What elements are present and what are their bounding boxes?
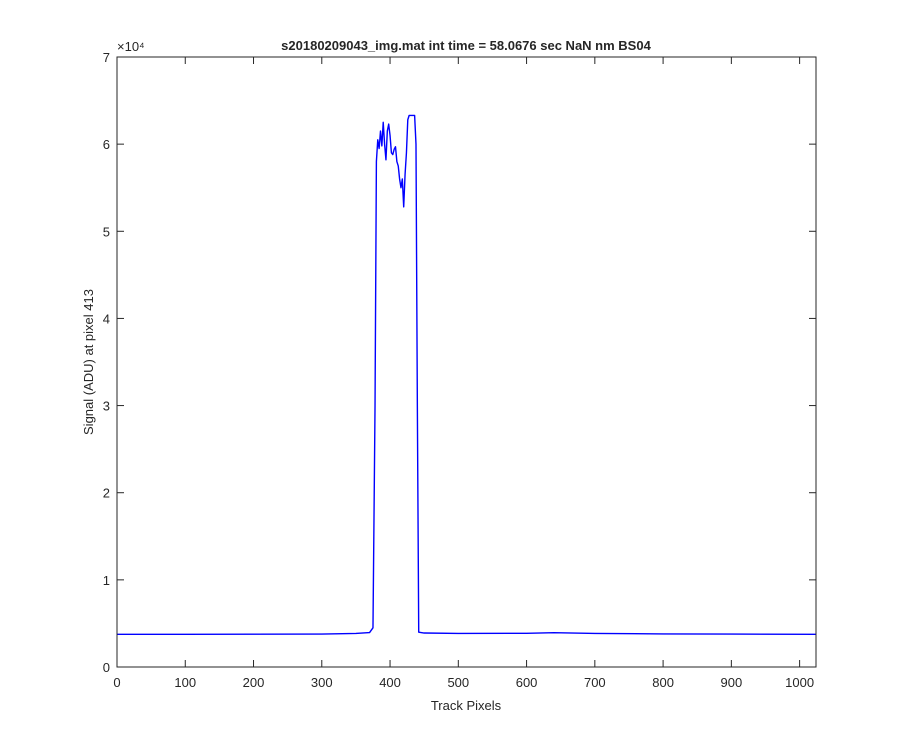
- x-tick-label: 600: [516, 675, 538, 690]
- y-tick-label: 1: [103, 573, 110, 588]
- y-axis-exponent: ×10⁴: [117, 39, 145, 54]
- x-tick-label: 100: [174, 675, 196, 690]
- series-line-0: [117, 114, 817, 636]
- x-tick-label: 900: [721, 675, 743, 690]
- y-tick-label: 4: [103, 311, 110, 326]
- y-tick-label: 2: [103, 486, 110, 501]
- plot-area: [117, 57, 816, 667]
- y-tick-label: 7: [103, 50, 110, 65]
- chart-title: s20180209043_img.mat int time = 58.0676 …: [281, 38, 651, 53]
- x-tick-label: 0: [113, 675, 120, 690]
- y-tick-label: 0: [103, 660, 110, 675]
- x-axis-label: Track Pixels: [431, 698, 502, 713]
- x-tick-label: 500: [447, 675, 469, 690]
- series-layer: [117, 114, 817, 636]
- axes-box: [116, 56, 817, 668]
- x-tick-label: 800: [652, 675, 674, 690]
- x-tick-label: 1000: [785, 675, 814, 690]
- y-axis-label: Signal (ADU) at pixel 413: [81, 289, 96, 435]
- x-tick-label: 200: [243, 675, 265, 690]
- y-tick-label: 3: [103, 399, 110, 414]
- x-tick-label: 300: [311, 675, 333, 690]
- ticks-layer: 0 100 200 300 400 500 600 700 800 900 1000 0 1 2 3 4 5 6 7: [103, 50, 816, 690]
- y-tick-label: 6: [103, 137, 110, 152]
- x-tick-label: 400: [379, 675, 401, 690]
- y-tick-label: 5: [103, 224, 110, 239]
- x-tick-label: 700: [584, 675, 606, 690]
